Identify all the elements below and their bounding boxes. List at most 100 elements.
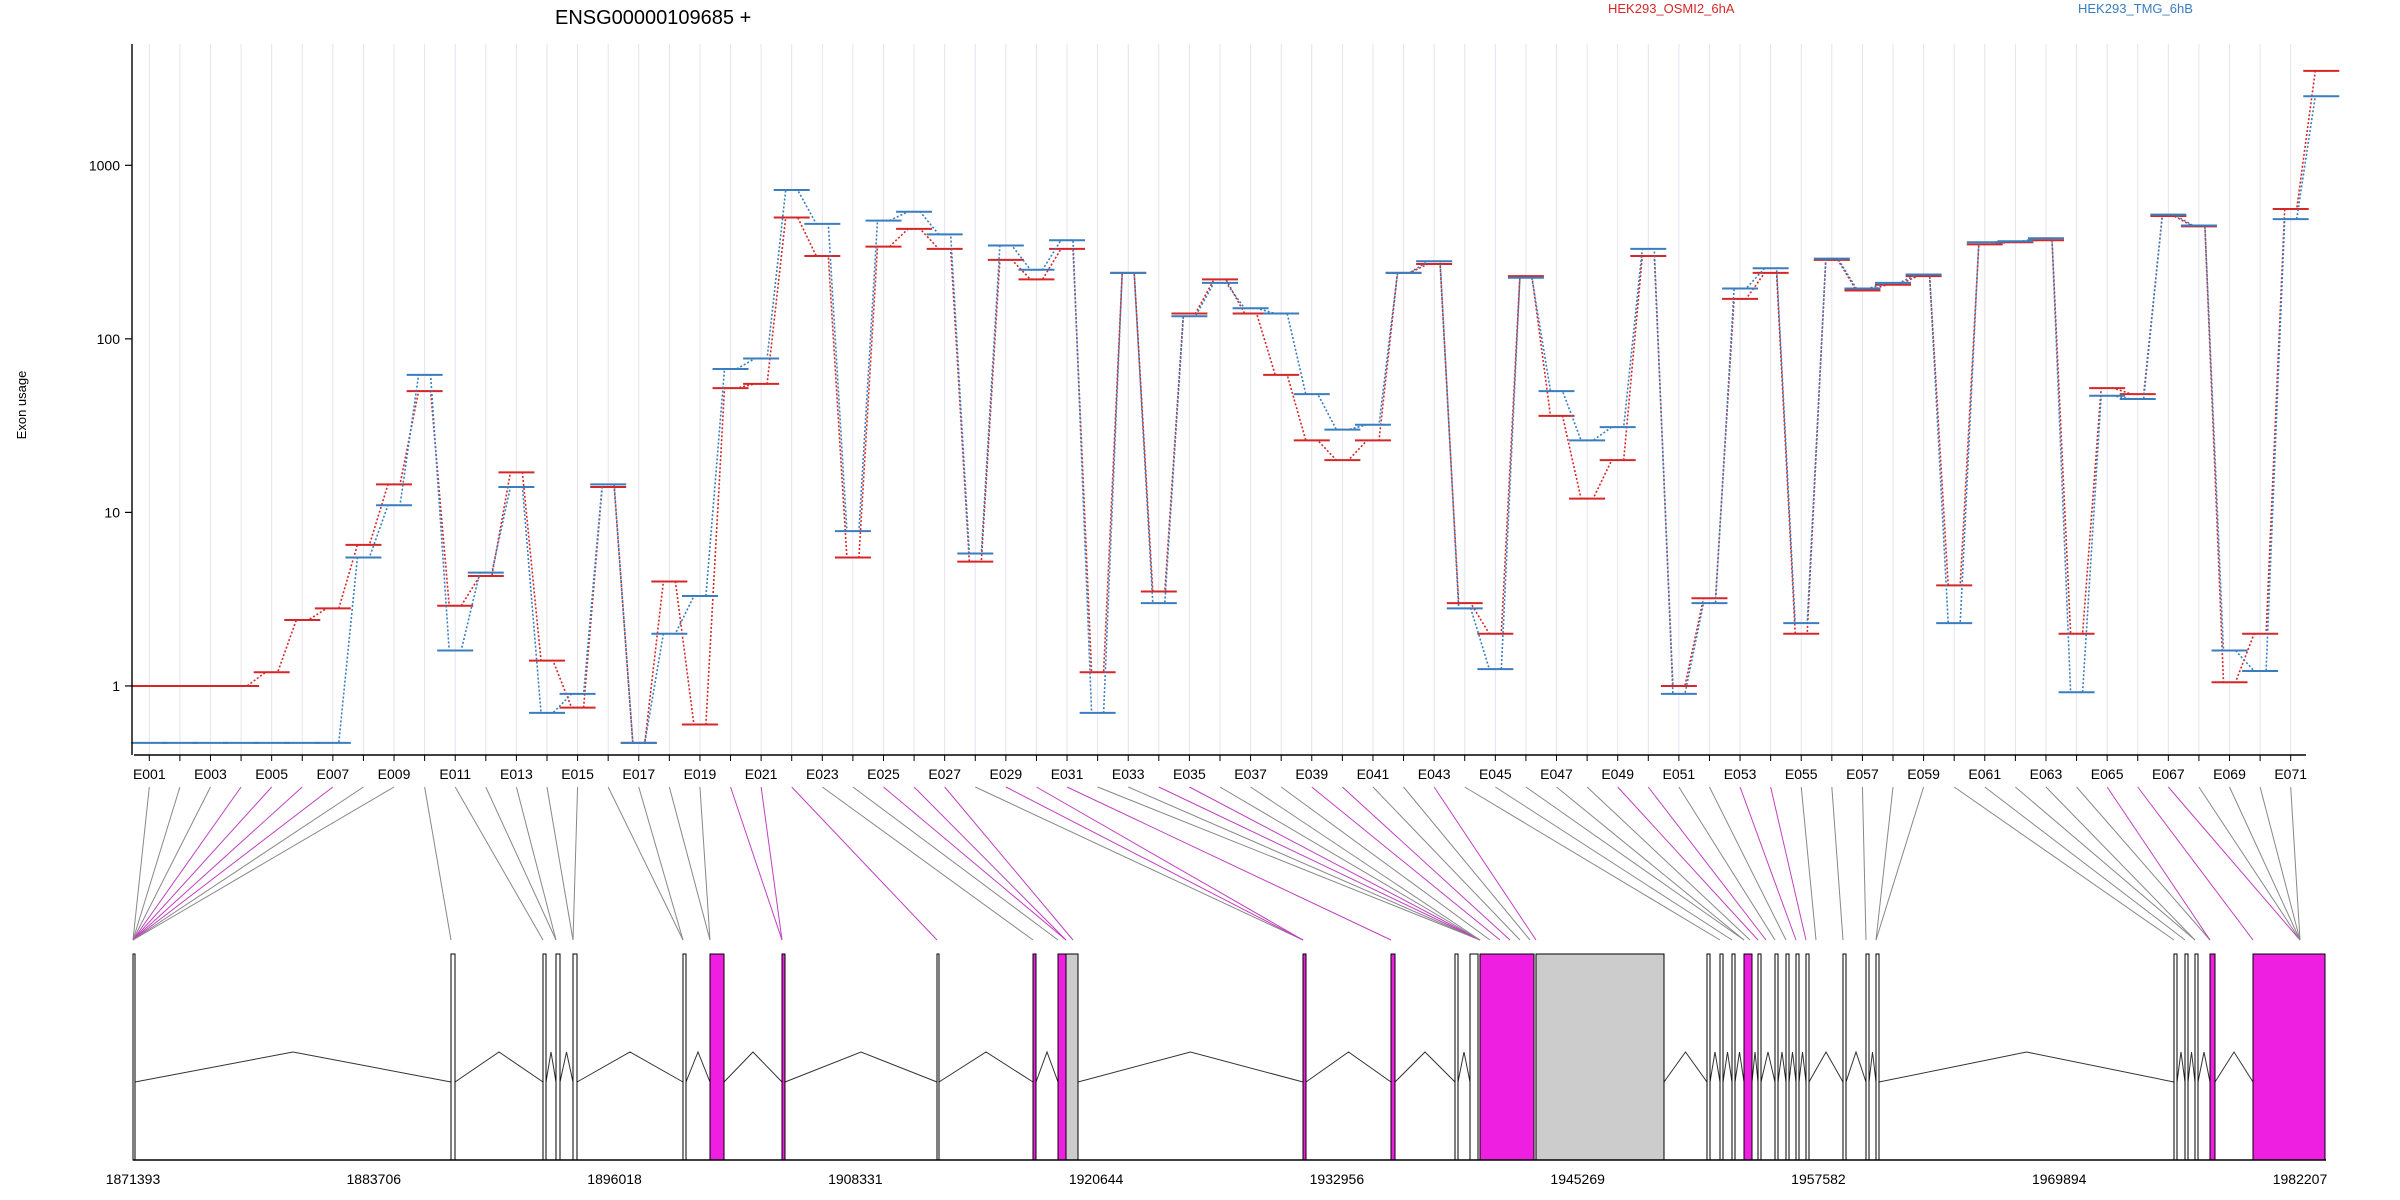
- y-tick-label: 1: [112, 678, 120, 694]
- exon-connector: [132, 786, 303, 941]
- exon-connector: [944, 786, 1074, 941]
- exon-connector: [132, 786, 273, 941]
- x-tick-label: E037: [1234, 766, 1267, 782]
- exon-connector: [1128, 786, 1481, 941]
- exon-block: [1757, 953, 1762, 1161]
- exon-block: [1469, 953, 1479, 1161]
- x-tick-label: E011: [439, 766, 471, 782]
- exon-block: [1535, 953, 1665, 1161]
- exon-connector: [132, 786, 395, 941]
- exon-connector: [1342, 786, 1511, 941]
- exon-connector: [1709, 786, 1787, 941]
- exon-block: [1057, 953, 1067, 1161]
- exon-connector: [1158, 786, 1481, 941]
- x-tick-label: E013: [500, 766, 533, 782]
- exon-connector: [1617, 786, 1759, 941]
- exon-block: [1032, 953, 1037, 1161]
- exon-connector: [1861, 786, 1867, 941]
- x-tick-label: E065: [2091, 766, 2124, 782]
- exon-block: [781, 953, 786, 1161]
- x-tick-label: E007: [316, 766, 349, 782]
- exon-block: [555, 953, 561, 1161]
- exon-connector: [2106, 786, 2211, 941]
- exon-connector: [852, 786, 1059, 941]
- exon-connector: [1525, 786, 1745, 941]
- exon-connector: [1984, 786, 2186, 941]
- exon-connector: [1464, 786, 1721, 941]
- x-tick-label: E067: [2152, 766, 2185, 782]
- exon-connector: [1647, 786, 1767, 941]
- exon-connector: [913, 786, 1067, 941]
- exon-block: [2173, 953, 2178, 1161]
- exon-block: [542, 953, 547, 1161]
- exon-connector: [485, 786, 557, 941]
- exon-connector: [1953, 786, 2175, 941]
- genomic-tick-label: 1908331: [828, 1171, 883, 1187]
- genomic-tick-label: 1945269: [1550, 1171, 1605, 1187]
- genomic-tick-label: 1920644: [1069, 1171, 1124, 1187]
- exon-block: [1875, 953, 1880, 1161]
- y-axis: 1 10 100 1000: [89, 44, 133, 755]
- exon-connector: [454, 786, 544, 941]
- x-tick-label: E003: [194, 766, 227, 782]
- x-tick-label: E069: [2213, 766, 2246, 782]
- exon-block: [1795, 953, 1800, 1161]
- exon-connector: [975, 786, 1304, 941]
- series-connector-line: [143, 95, 2328, 744]
- x-tick-label: E047: [1540, 766, 1573, 782]
- exon-connector: [607, 786, 684, 941]
- vertical-gridlines: [148, 44, 2292, 755]
- exon-block: [1706, 953, 1711, 1161]
- x-tick-label: E019: [684, 766, 717, 782]
- y-tick-label: 10: [104, 504, 120, 520]
- exon-connector: [132, 786, 242, 941]
- x-tick-label: E001: [133, 766, 166, 782]
- exon-connector: [1219, 786, 1481, 941]
- exon-connector-lines: [132, 786, 2301, 941]
- exon-block: [2184, 953, 2189, 1161]
- genomic-tick-label: 1932956: [1310, 1171, 1365, 1187]
- exon-block: [1065, 953, 1079, 1161]
- series-layer: [131, 69, 2340, 744]
- exon-block: [572, 953, 578, 1161]
- x-tick-label: E027: [928, 766, 961, 782]
- y-axis-label: Exon usage: [14, 371, 29, 440]
- x-axis: E001 E003 E005 E007 E009 E011 E013 E015 E017 E019…: [133, 754, 2307, 782]
- exon-connector: [132, 786, 334, 941]
- exon-connector: [1495, 786, 1733, 941]
- exon-connector: [822, 786, 1034, 941]
- genomic-coordinate-axis: 1871393 1883706 1896018 1908331 1920644 19329…: [106, 1159, 2327, 1187]
- exon-connector: [424, 786, 452, 941]
- exon-block: [1390, 953, 1396, 1161]
- exon-connector: [2015, 786, 2196, 941]
- exon-connector: [1739, 786, 1797, 941]
- exon-connector: [1678, 786, 1776, 941]
- y-tick-label: 100: [97, 331, 121, 347]
- exon-connector: [2259, 786, 2301, 941]
- x-tick-label: E025: [867, 766, 900, 782]
- chart-title: ENSG00000109685 +: [555, 7, 751, 29]
- exon-block: [2194, 953, 2199, 1161]
- x-tick-label: E029: [990, 766, 1023, 782]
- x-tick-label: E057: [1846, 766, 1879, 782]
- exon-connector: [1403, 786, 1531, 941]
- exon-connector: [1066, 786, 1392, 941]
- x-tick-label: E021: [745, 766, 778, 782]
- exon-connector: [1586, 786, 1751, 941]
- x-tick-label: E033: [1112, 766, 1145, 782]
- x-tick-label: E009: [378, 766, 411, 782]
- exon-block: [1865, 953, 1870, 1161]
- exon-connector: [1875, 786, 1925, 941]
- exon-connector: [2198, 786, 2301, 941]
- gene-model: [132, 953, 2326, 1161]
- x-tick-label: E015: [561, 766, 594, 782]
- exon-connector: [2076, 786, 2211, 941]
- exon-connector: [546, 786, 574, 941]
- exon-block: [682, 953, 687, 1161]
- exon-block: [1479, 953, 1535, 1161]
- exon-connector: [2167, 786, 2301, 941]
- exon-connector: [668, 786, 711, 941]
- x-tick-label: E055: [1785, 766, 1818, 782]
- exon-block: [1731, 953, 1736, 1161]
